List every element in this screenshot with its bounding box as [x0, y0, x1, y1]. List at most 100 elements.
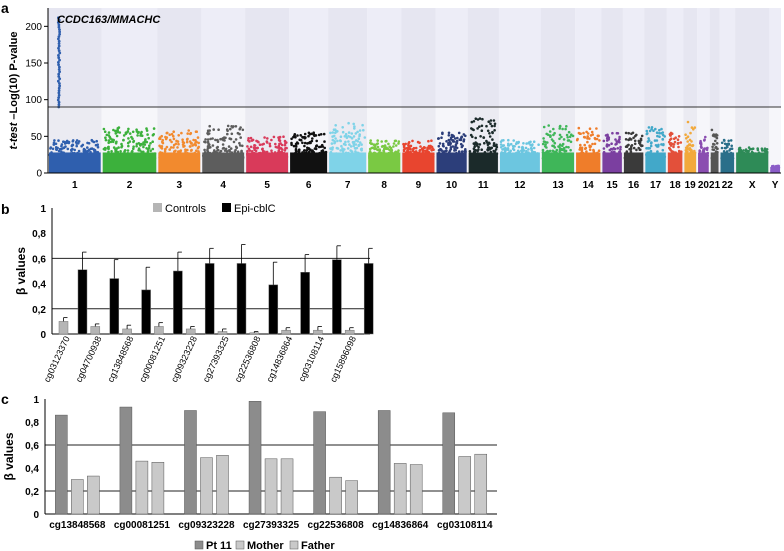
snp-point [49, 146, 53, 149]
snp-point [52, 143, 56, 146]
chrom-points-8 [368, 139, 401, 173]
snp-point [73, 148, 76, 152]
snp-point [341, 130, 345, 134]
snp-point [239, 136, 242, 139]
snp-point [60, 150, 63, 153]
snp-point [349, 145, 353, 148]
snp-point [549, 135, 552, 138]
snp-point [358, 133, 362, 136]
snp-point [164, 147, 167, 151]
snp-point [332, 134, 336, 138]
snp-point [483, 141, 486, 145]
snp-point [495, 145, 499, 149]
snp-point [492, 142, 496, 145]
snp-point [172, 146, 175, 149]
chrom-label-8: 8 [381, 180, 387, 191]
snp-point [625, 150, 629, 153]
snp-point [189, 132, 192, 136]
y-tick-label: 1 [40, 204, 46, 215]
snp-point [341, 147, 344, 150]
snp-point [361, 123, 364, 127]
highlight-point [58, 82, 61, 85]
highlight-point [57, 68, 61, 71]
chrom-baseline [368, 152, 401, 173]
snp-point [525, 142, 528, 145]
snp-point [495, 143, 498, 147]
snp-point [232, 140, 236, 144]
snp-point [221, 147, 225, 150]
snp-point [684, 146, 688, 150]
snp-point [163, 150, 167, 153]
chrom-band-19 [683, 8, 698, 173]
snp-point [627, 138, 630, 142]
snp-point [584, 146, 588, 150]
snp-point [256, 140, 259, 143]
snp-point [123, 149, 127, 152]
snp-point [618, 135, 621, 139]
snp-point [545, 146, 548, 149]
snp-point [107, 131, 111, 134]
chrom-points-7 [329, 121, 367, 173]
snp-point [566, 139, 570, 142]
snp-point [727, 139, 730, 143]
snp-point [203, 148, 206, 152]
snp-point [460, 135, 463, 139]
highlight-point [57, 75, 61, 78]
snp-point [650, 126, 654, 129]
highlight-point [57, 44, 61, 48]
snp-point [181, 138, 184, 141]
snp-point [687, 143, 691, 146]
snp-point [635, 133, 638, 137]
snp-point [135, 130, 139, 133]
snp-point [672, 145, 675, 149]
snp-point [418, 149, 422, 153]
snp-point [184, 150, 187, 153]
highlight-point [57, 72, 61, 76]
snp-point [423, 146, 427, 149]
snp-point [652, 129, 655, 132]
snp-point [462, 133, 466, 136]
snp-point [632, 146, 636, 150]
peak-annotation: CCDC163/MMACHC [57, 14, 161, 26]
snp-point [238, 144, 242, 147]
snp-point [590, 130, 594, 134]
snp-point [353, 140, 356, 144]
snp-point [180, 131, 183, 135]
snp-point [500, 139, 504, 142]
snp-point [624, 145, 628, 148]
y-axis-label-prefix: t-test [8, 121, 20, 149]
snp-point [281, 148, 284, 151]
snp-point [747, 149, 750, 153]
snp-point [397, 140, 401, 143]
snp-point [586, 140, 589, 144]
bar-pt-11 [184, 410, 197, 515]
bar-epi-cblc [236, 263, 247, 335]
snp-point [172, 130, 175, 133]
snp-point [188, 145, 192, 148]
snp-point [693, 126, 697, 129]
snp-point [197, 150, 200, 153]
snp-point [541, 148, 545, 152]
snp-point [686, 120, 690, 124]
chrom-points-2 [102, 126, 157, 173]
snp-point [605, 136, 609, 140]
snp-point [297, 149, 301, 153]
snp-point [420, 147, 424, 151]
chrom-baseline [720, 152, 735, 173]
highlight-point [57, 37, 60, 41]
snp-point [593, 142, 597, 146]
snp-point [402, 148, 406, 151]
snp-point [507, 142, 510, 146]
snp-point [591, 142, 594, 146]
snp-point [678, 150, 681, 153]
snp-point [585, 130, 588, 134]
snp-point [135, 142, 139, 146]
snp-point [427, 139, 430, 143]
chrom-baseline [290, 152, 328, 173]
snp-point [583, 136, 587, 139]
snp-point [693, 149, 696, 153]
snp-point [509, 149, 512, 153]
snp-point [647, 126, 651, 129]
highlight-point [57, 86, 61, 90]
snp-point [74, 140, 78, 144]
